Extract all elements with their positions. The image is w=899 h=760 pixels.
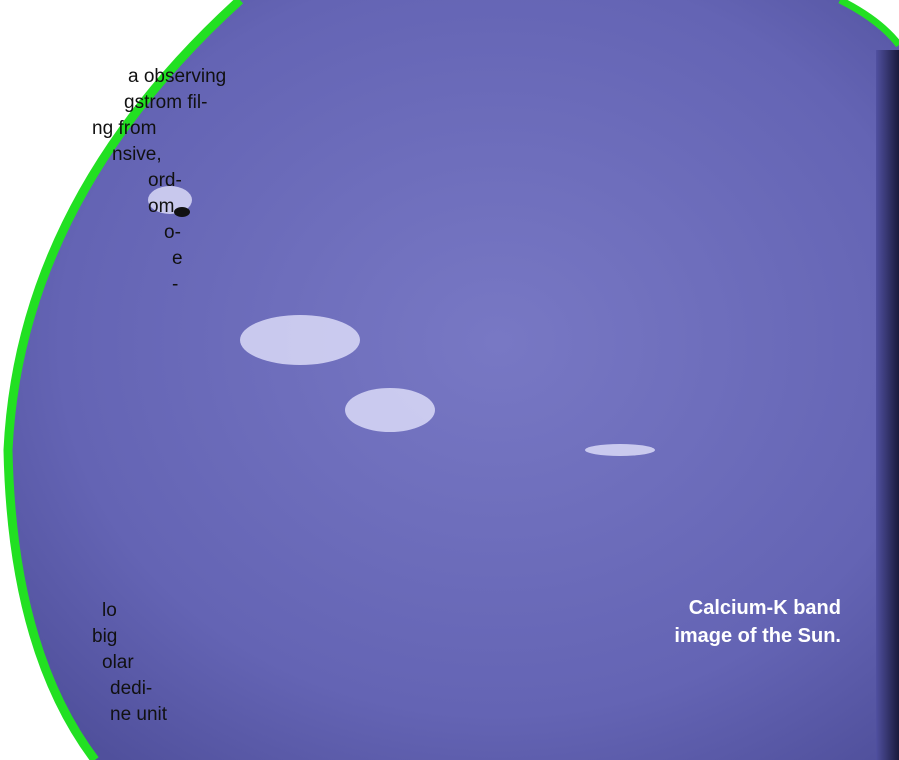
text-line: nsive, xyxy=(112,144,162,165)
solar-disk xyxy=(8,0,899,760)
text-fragments: a observing gstrom fil-ng from nsive, ord-o… xyxy=(92,64,227,298)
text-line: ng from xyxy=(92,118,157,139)
text-line: a observing xyxy=(128,66,227,87)
sunspot xyxy=(174,207,190,217)
limb-rim xyxy=(838,0,899,48)
text-line: - xyxy=(172,274,179,295)
text-line: dedi- xyxy=(110,678,153,699)
caption: Calcium-K band image of the Sun. xyxy=(674,594,841,650)
text-line: image of the Sun. xyxy=(674,625,841,647)
text-line: ne unit xyxy=(110,704,168,725)
text-line: gstrom fil- xyxy=(124,92,208,113)
limb-rim xyxy=(3,0,244,760)
bright-plage xyxy=(148,186,655,456)
text-line: big xyxy=(92,626,118,647)
text-fragments: lo big olar dedi-ne unit xyxy=(72,598,167,728)
text-line: olar xyxy=(102,652,134,673)
text-line: ord- xyxy=(148,170,182,191)
text-line: om xyxy=(148,196,175,217)
disk-edge xyxy=(876,50,899,760)
text-line: lo xyxy=(102,600,117,621)
text-line: o- xyxy=(164,222,181,243)
text-line: Calcium-K band xyxy=(688,597,841,619)
text-line: e xyxy=(172,248,183,269)
